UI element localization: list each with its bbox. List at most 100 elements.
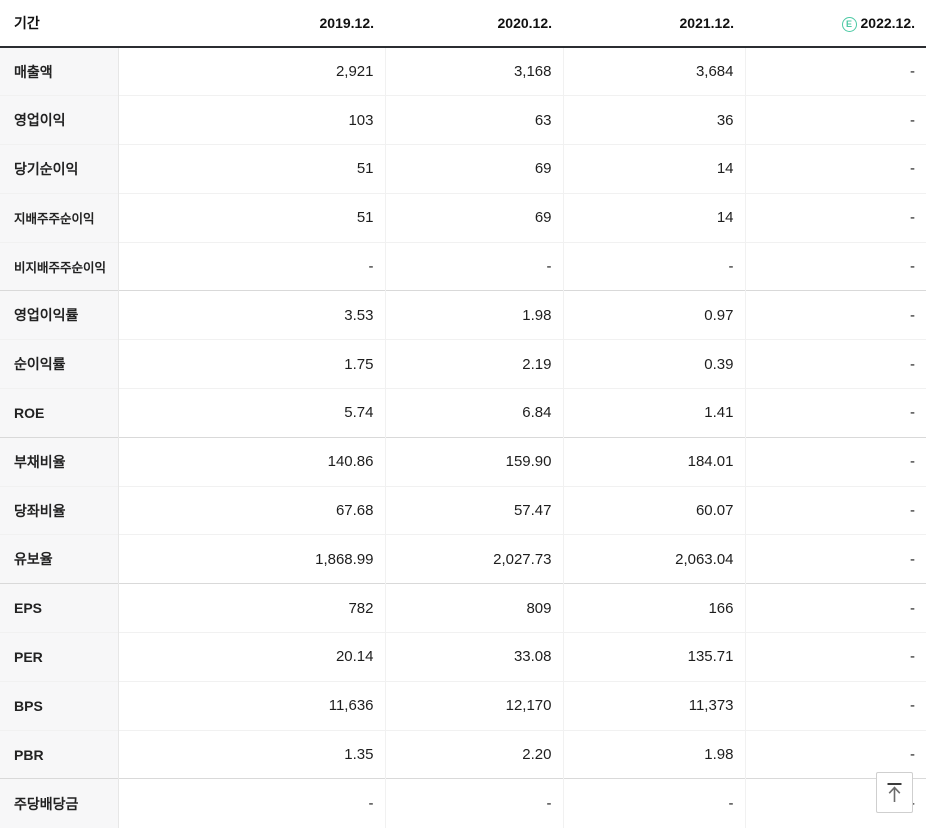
cell-value: 5.74 xyxy=(118,388,385,438)
row-label: 영업이익률 xyxy=(0,290,119,340)
cell-value: 3,168 xyxy=(384,47,563,96)
table-row: PER 20.14 33.08 135.71 - xyxy=(0,632,926,682)
cell-value: 2.20 xyxy=(384,729,563,779)
cell-value: 140.86 xyxy=(118,436,385,487)
cell-value: 33.08 xyxy=(384,632,563,682)
cell-value: - xyxy=(744,388,926,438)
cell-value: - xyxy=(384,778,563,828)
cell-value: 3.53 xyxy=(118,290,385,340)
row-label: BPS xyxy=(0,680,119,731)
row-label: ROE xyxy=(0,388,119,438)
cell-value: - xyxy=(562,778,745,828)
cell-value: 166 xyxy=(562,583,745,633)
cell-value: 782 xyxy=(118,583,385,633)
cell-value: 51 xyxy=(118,144,385,194)
row-label: 당좌비율 xyxy=(0,485,119,535)
cell-value: 1.35 xyxy=(118,729,385,779)
cell-value: 6.84 xyxy=(384,388,563,438)
row-label: 부채비율 xyxy=(0,436,119,487)
cell-value: 184.01 xyxy=(562,436,745,487)
cell-value: - xyxy=(744,583,926,633)
cell-value: 14 xyxy=(562,144,745,194)
cell-value: 159.90 xyxy=(384,436,563,487)
cell-value: 1.75 xyxy=(118,339,385,389)
column-header-2020: 2020.12. xyxy=(385,0,563,48)
column-header-2019: 2019.12. xyxy=(118,0,385,48)
cell-value: - xyxy=(744,241,926,291)
row-label: PBR xyxy=(0,729,119,779)
cell-value: 0.39 xyxy=(562,339,745,389)
table-row: 지배주주순이익 51 69 14 - xyxy=(0,192,926,243)
arrow-up-to-line-icon xyxy=(887,783,902,802)
table-row: 당기순이익 51 69 14 - xyxy=(0,144,926,194)
table-row: 유보율 1,868.99 2,027.73 2,063.04 - xyxy=(0,534,926,584)
cell-value: 1.41 xyxy=(562,388,745,438)
table-row: 영업이익률 3.53 1.98 0.97 - xyxy=(0,290,926,340)
row-label: 비지배주주순이익 xyxy=(0,241,119,291)
cell-value: 135.71 xyxy=(562,632,745,682)
cell-value: 2,027.73 xyxy=(384,534,563,584)
table-row: 당좌비율 67.68 57.47 60.07 - xyxy=(0,485,926,535)
estimate-icon: E xyxy=(841,16,857,32)
cell-value: 57.47 xyxy=(384,485,563,535)
cell-value: 12,170 xyxy=(384,680,563,731)
row-label: PER xyxy=(0,632,119,682)
cell-value: - xyxy=(744,534,926,584)
cell-value: - xyxy=(744,339,926,389)
cell-value: - xyxy=(744,290,926,340)
cell-value: - xyxy=(744,436,926,487)
cell-value: 11,636 xyxy=(118,680,385,731)
table-row: 부채비율 140.86 159.90 184.01 - xyxy=(0,436,926,487)
cell-value: 63 xyxy=(384,95,563,145)
column-header-2021: 2021.12. xyxy=(563,0,745,48)
row-label: 당기순이익 xyxy=(0,144,119,194)
cell-value: 14 xyxy=(562,192,745,243)
table-body: 매출액 2,921 3,168 3,684 - 영업이익 103 63 36 -… xyxy=(0,47,926,828)
cell-value: - xyxy=(744,485,926,535)
table-row: 주당배당금 - - - - xyxy=(0,778,926,828)
cell-value: 69 xyxy=(384,144,563,194)
table-row: PBR 1.35 2.20 1.98 - xyxy=(0,729,926,779)
row-label: EPS xyxy=(0,583,119,633)
period-header: 기간 xyxy=(0,0,118,48)
cell-value: 11,373 xyxy=(562,680,745,731)
table-row: 비지배주주순이익 - - - - xyxy=(0,241,926,291)
cell-value: - xyxy=(744,47,926,96)
cell-value: 2,921 xyxy=(118,47,385,96)
cell-value: 809 xyxy=(384,583,563,633)
cell-value: 1,868.99 xyxy=(118,534,385,584)
row-label: 매출액 xyxy=(0,47,119,96)
cell-value: - xyxy=(744,680,926,731)
scroll-to-top-button[interactable] xyxy=(876,772,913,813)
row-label: 순이익률 xyxy=(0,339,119,389)
table-row: 순이익률 1.75 2.19 0.39 - xyxy=(0,339,926,389)
row-label: 지배주주순이익 xyxy=(0,192,119,243)
cell-value: - xyxy=(384,241,563,291)
cell-value: - xyxy=(744,144,926,194)
cell-value: - xyxy=(118,778,385,828)
cell-value: 51 xyxy=(118,192,385,243)
row-label: 유보율 xyxy=(0,534,119,584)
cell-value: 69 xyxy=(384,192,563,243)
row-label: 주당배당금 xyxy=(0,778,119,828)
row-label: 영업이익 xyxy=(0,95,119,145)
cell-value: - xyxy=(744,632,926,682)
column-header-2022-estimate: E 2022.12. xyxy=(745,0,926,48)
cell-value: 60.07 xyxy=(562,485,745,535)
cell-value: 67.68 xyxy=(118,485,385,535)
cell-value: 2.19 xyxy=(384,339,563,389)
cell-value: 0.97 xyxy=(562,290,745,340)
cell-value: 103 xyxy=(118,95,385,145)
cell-value: - xyxy=(744,729,926,779)
table-header-row: 기간 2019.12. 2020.12. 2021.12. E 2022.12. xyxy=(0,0,926,48)
cell-value: - xyxy=(744,95,926,145)
cell-value: 36 xyxy=(562,95,745,145)
cell-value: 1.98 xyxy=(384,290,563,340)
table-row: BPS 11,636 12,170 11,373 - xyxy=(0,680,926,731)
cell-value: 3,684 xyxy=(562,47,745,96)
table-row: 영업이익 103 63 36 - xyxy=(0,95,926,145)
cell-value: 2,063.04 xyxy=(562,534,745,584)
table-row: EPS 782 809 166 - xyxy=(0,583,926,633)
table-row: 매출액 2,921 3,168 3,684 - xyxy=(0,47,926,96)
